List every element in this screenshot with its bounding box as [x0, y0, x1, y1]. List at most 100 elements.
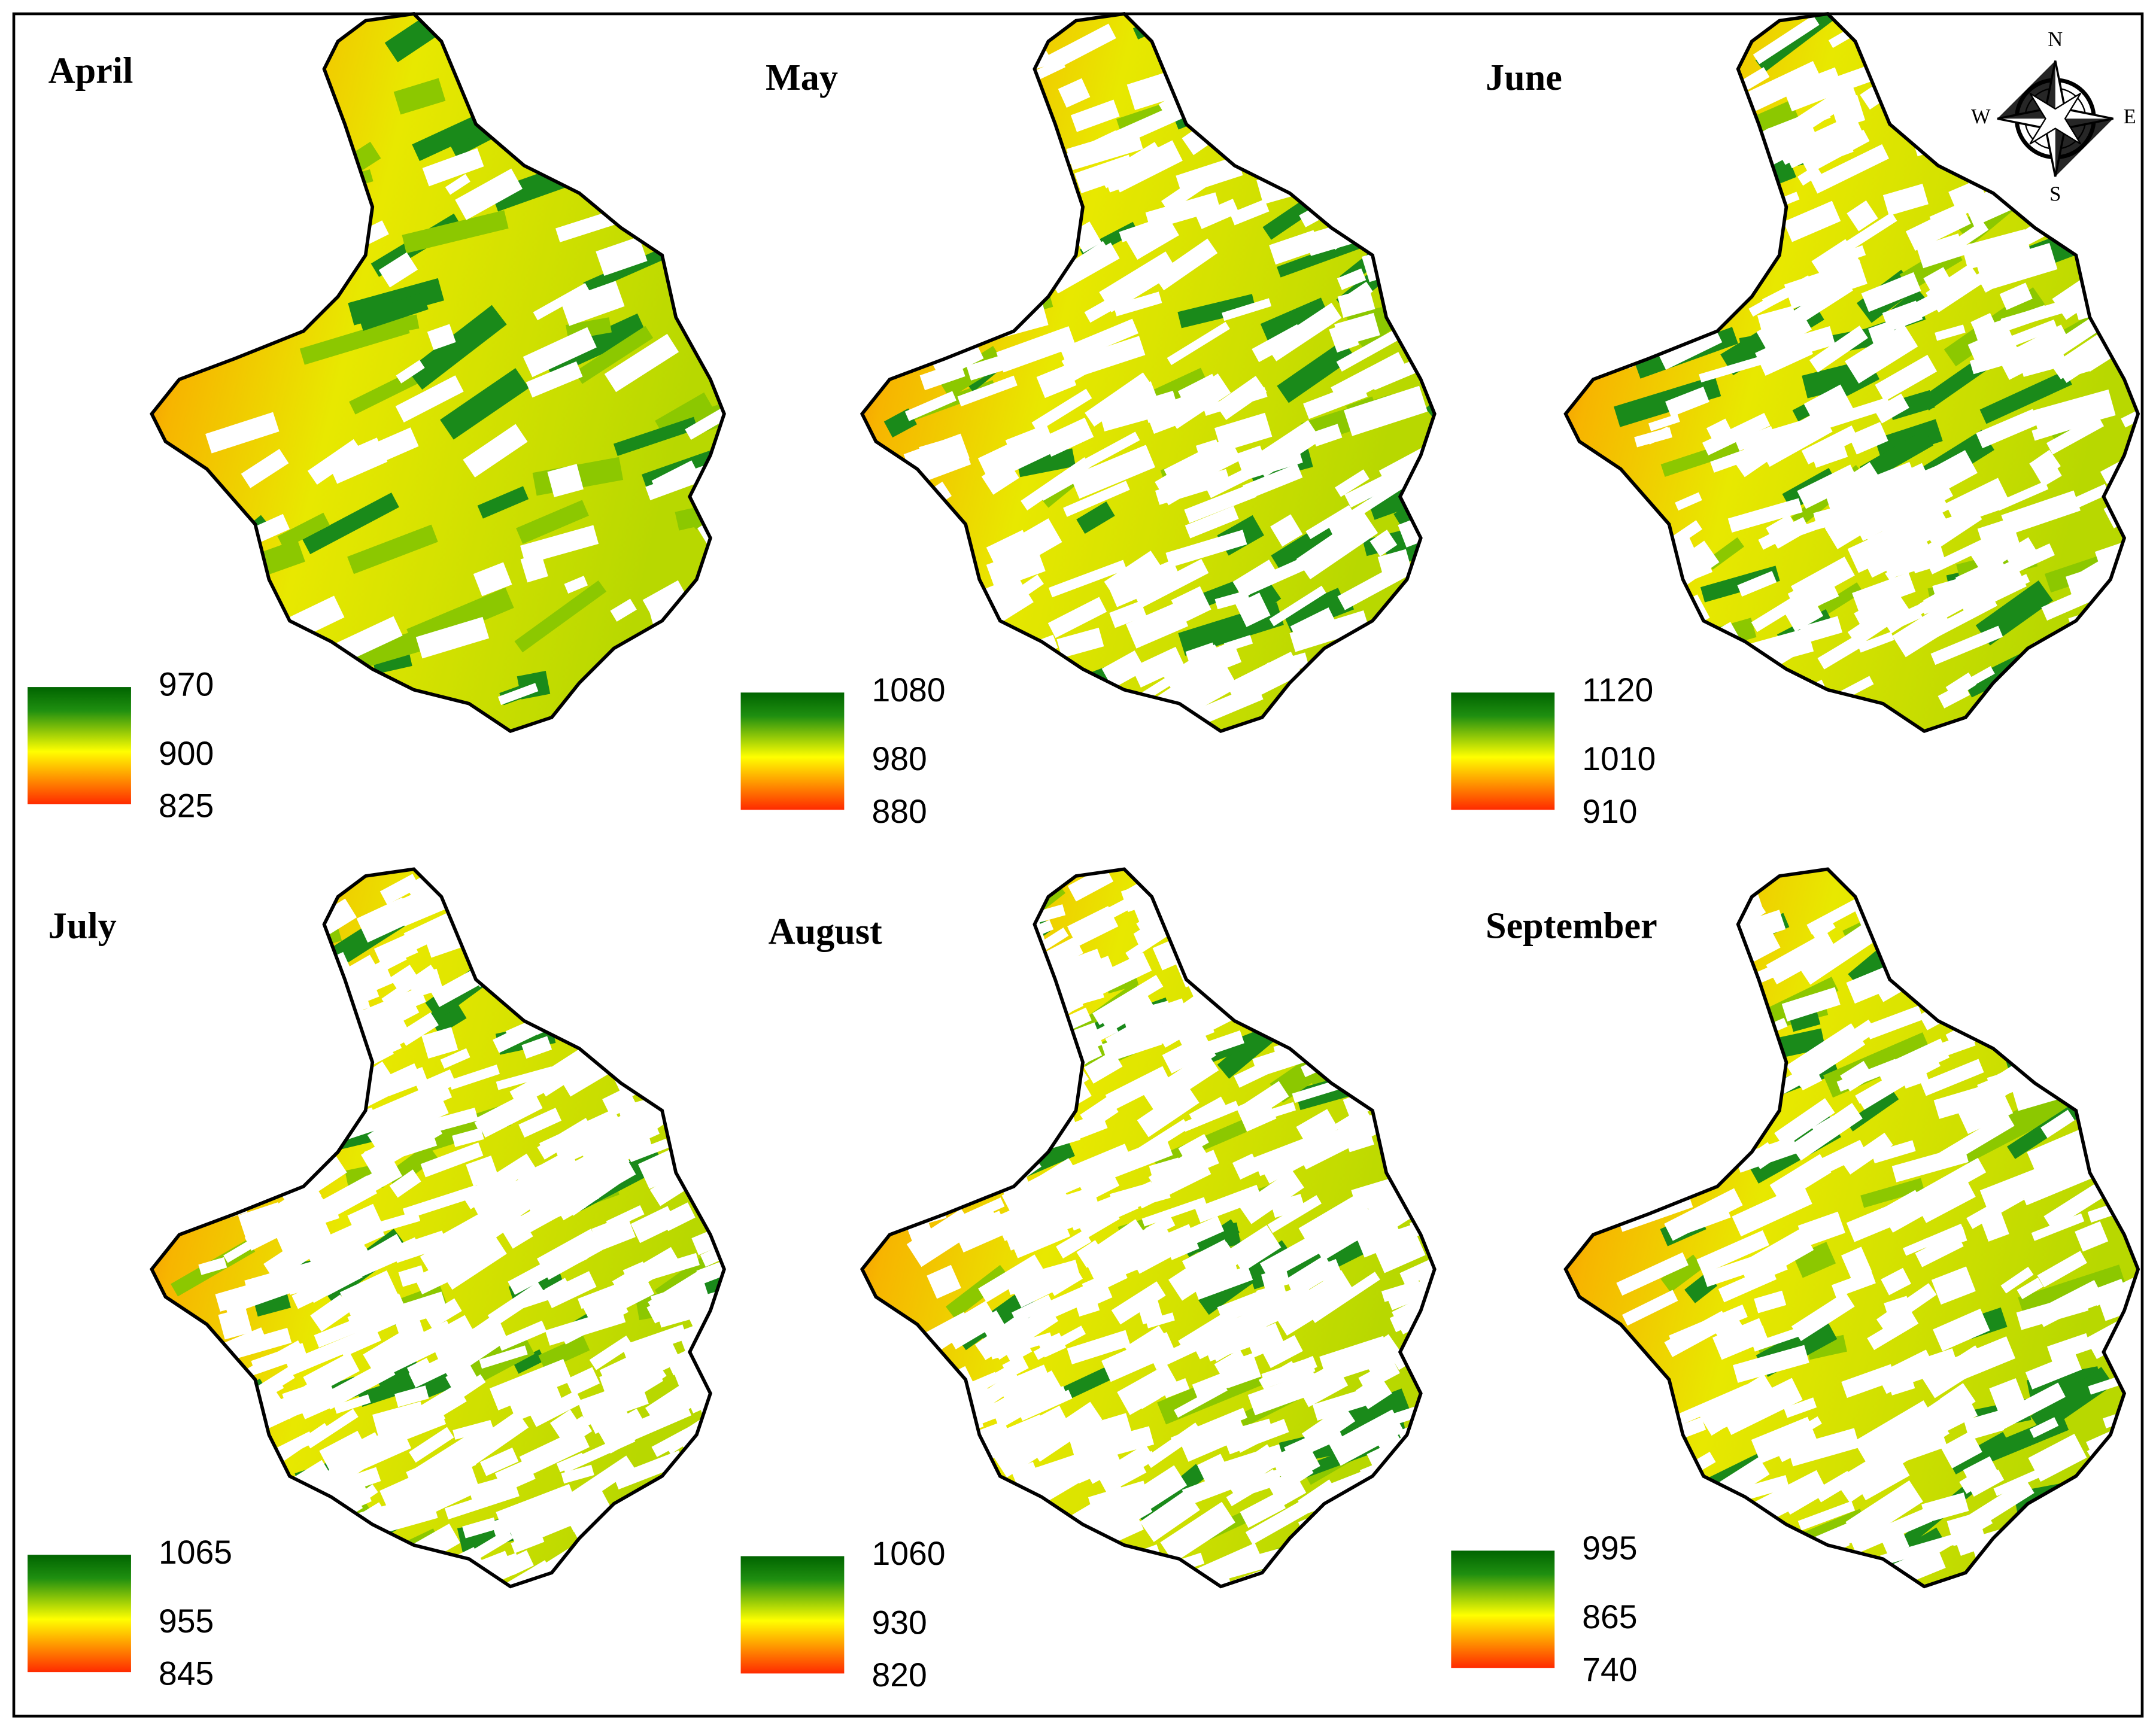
no-data: [309, 205, 347, 239]
no-data: [1037, 1521, 1077, 1552]
no-data: [1215, 1458, 1265, 1491]
no-data: [2116, 1442, 2139, 1492]
no-data: [989, 905, 1033, 935]
no-data: [2001, 490, 2081, 536]
raster-cell: [1345, 991, 1435, 1041]
no-data: [286, 1331, 365, 1376]
no-data: [1641, 56, 1691, 100]
no-data: [1945, 672, 1977, 700]
no-data: [599, 1363, 643, 1393]
no-data: [2035, 1280, 2103, 1327]
no-data: [1422, 1567, 1435, 1586]
no-data: [1207, 902, 1277, 951]
no-data: [1232, 1153, 1261, 1180]
no-data: [462, 1517, 497, 1539]
no-data: [1187, 683, 1264, 729]
no-data: [1158, 869, 1190, 896]
no-data: [351, 1531, 394, 1571]
legend-label: 955: [159, 1603, 214, 1640]
no-data: [1282, 62, 1325, 102]
no-data: [976, 1315, 1036, 1360]
no-data: [475, 1181, 523, 1216]
no-data: [1669, 1527, 1701, 1558]
no-data: [1149, 1157, 1185, 1186]
no-data: [1611, 1015, 1660, 1040]
no-data: [910, 445, 971, 485]
no-data: [1340, 1524, 1406, 1571]
raster-cell: [226, 650, 269, 691]
no-data: [539, 907, 587, 950]
no-data: [685, 399, 724, 440]
no-data: [952, 100, 981, 127]
no-data: [585, 76, 628, 105]
no-data: [1672, 1007, 1738, 1044]
no-data: [1189, 910, 1217, 935]
no-data: [1769, 1154, 1832, 1204]
no-data: [470, 1528, 514, 1561]
raster-cell: [1802, 1509, 1865, 1544]
no-data: [1196, 1543, 1262, 1586]
no-data: [1054, 1147, 1129, 1195]
no-data: [1083, 1050, 1123, 1084]
no-data: [1056, 627, 1104, 658]
no-data: [702, 1006, 724, 1040]
no-data: [1289, 610, 1369, 652]
no-data: [1923, 267, 1952, 293]
no-data: [1369, 1065, 1435, 1111]
no-data: [1070, 336, 1146, 378]
no-data: [1292, 29, 1337, 61]
no-data: [643, 126, 705, 171]
no-data: [1620, 617, 1676, 659]
no-data: [1158, 872, 1218, 916]
no-data: [927, 139, 987, 178]
no-data: [1283, 14, 1331, 50]
no-data: [949, 922, 1007, 960]
no-data: [627, 1138, 670, 1163]
no-data: [1389, 124, 1435, 178]
no-data: [1419, 583, 1435, 622]
no-data: [1026, 186, 1076, 222]
no-data: [1664, 83, 1697, 104]
no-data: [1112, 1443, 1155, 1480]
no-data: [697, 941, 724, 984]
no-data: [1053, 1279, 1105, 1311]
no-data: [1105, 1066, 1171, 1111]
legend-label: 1080: [871, 671, 945, 709]
no-data: [270, 1057, 313, 1085]
map-panel: [150, 11, 726, 734]
raster-cell: [184, 956, 229, 999]
no-data: [250, 912, 318, 959]
no-data: [1720, 654, 1760, 678]
no-data: [251, 1069, 308, 1110]
no-data: [2124, 1451, 2139, 1488]
no-data: [473, 562, 512, 597]
no-data: [247, 1506, 314, 1556]
no-data: [560, 1416, 593, 1446]
watershed-boundary: [860, 867, 1437, 1589]
no-data: [955, 176, 1018, 206]
raster-cell: [922, 78, 989, 119]
no-data: [1684, 1080, 1759, 1120]
no-data: [1162, 1378, 1190, 1398]
no-data: [2043, 1178, 2112, 1230]
raster-cell: [921, 81, 957, 114]
raster-cell: [1856, 14, 1942, 45]
no-data: [1076, 1240, 1106, 1268]
no-data: [1414, 1468, 1435, 1513]
compass-label: W: [1971, 105, 1991, 128]
no-data: [1009, 1522, 1091, 1570]
no-data: [561, 1144, 630, 1192]
no-data: [1036, 364, 1077, 399]
no-data: [447, 896, 519, 932]
no-data: [244, 1039, 297, 1079]
no-data: [215, 1477, 268, 1518]
no-data: [914, 1474, 980, 1522]
no-data: [2005, 1532, 2069, 1581]
no-data: [1085, 372, 1153, 427]
no-data: [1846, 1471, 1880, 1498]
no-data: [1750, 1142, 1778, 1169]
no-data: [1344, 468, 1404, 508]
no-data: [1044, 23, 1116, 72]
no-data: [424, 869, 505, 908]
no-data: [395, 1564, 430, 1587]
